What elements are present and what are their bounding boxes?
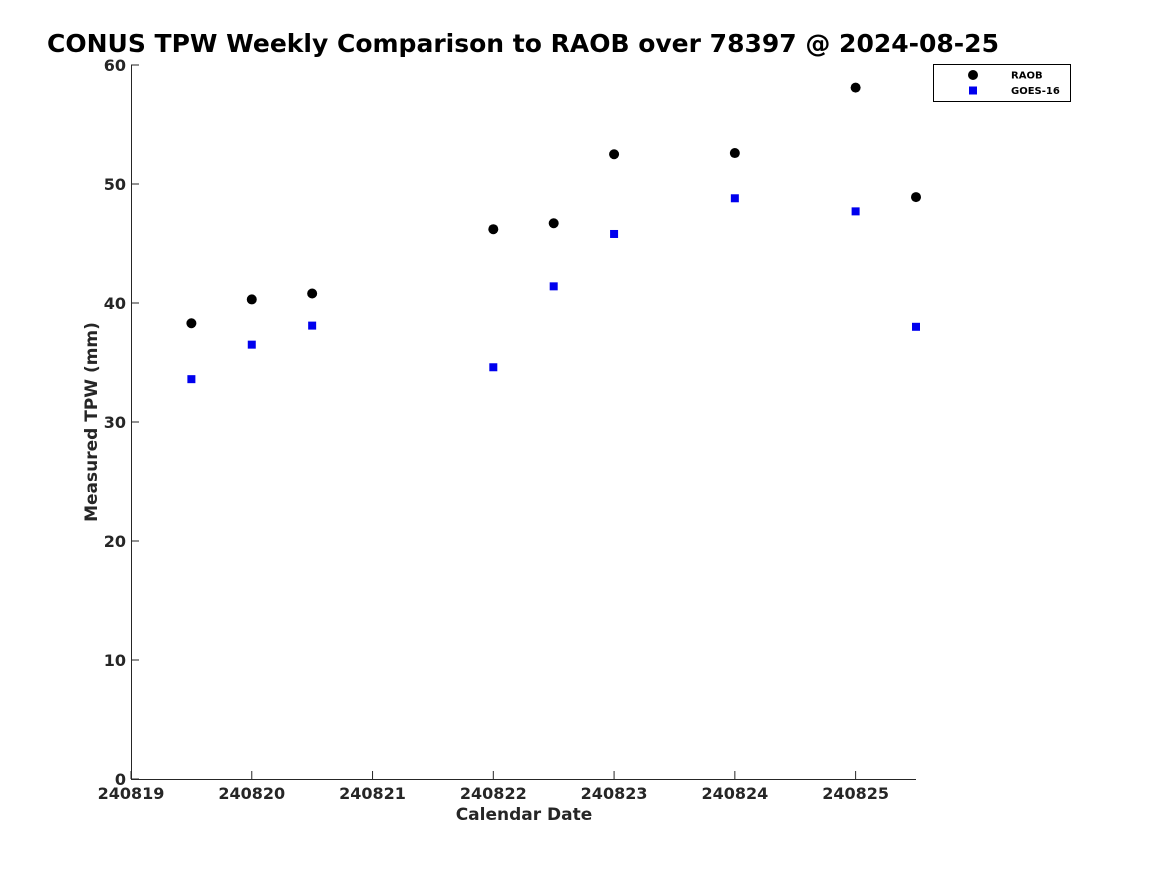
raob-point <box>729 148 740 159</box>
goes-16-point <box>247 340 256 349</box>
legend-box <box>933 64 1071 102</box>
goes-16-point <box>912 322 920 331</box>
y-tick-label: 0 <box>115 770 126 789</box>
data-points <box>186 82 921 384</box>
x-tick-label: 240821 <box>339 784 406 803</box>
y-tick-label: 40 <box>104 294 126 313</box>
x-axis-label: Calendar Date <box>456 805 593 825</box>
y-tick-label: 10 <box>104 651 126 670</box>
raob-point <box>609 149 620 160</box>
legend-label-goes-16: GOES-16 <box>1011 86 1060 97</box>
raob-point <box>488 224 499 235</box>
chart-title: CONUS TPW Weekly Comparison to RAOB over… <box>47 29 999 58</box>
x-tick-label: 240820 <box>218 784 285 803</box>
raob-point <box>186 318 197 329</box>
goes-16-point <box>549 282 558 291</box>
legend: RAOB GOES-16 <box>933 64 1071 102</box>
y-axis-label: Measured TPW (mm) <box>82 322 102 522</box>
goes-16-point <box>730 194 739 203</box>
legend-label-raob: RAOB <box>1011 71 1043 82</box>
raob-point <box>548 218 559 229</box>
y-tick-label: 50 <box>104 175 126 194</box>
goes-16-point <box>489 363 498 372</box>
goes-16-point <box>851 207 860 216</box>
x-tick-label: 240824 <box>701 784 768 803</box>
x-ticks: 240819 240820 240821 240822 240823 240824 2408… <box>98 771 889 803</box>
raob-point <box>850 82 861 93</box>
goes-16-point <box>187 375 196 384</box>
x-tick-label: 240823 <box>581 784 648 803</box>
raob-point <box>246 294 257 305</box>
x-tick-label: 240822 <box>460 784 527 803</box>
y-ticks: 0 10 20 30 40 50 60 <box>104 56 139 789</box>
y-tick-label: 30 <box>104 413 126 432</box>
goes-16-point <box>308 321 317 330</box>
y-tick-label: 60 <box>104 56 126 75</box>
raob-point <box>911 192 921 203</box>
y-tick-label: 20 <box>104 532 126 551</box>
legend-marker-goes-16 <box>969 86 977 95</box>
legend-marker-raob <box>968 70 978 80</box>
x-tick-label: 240825 <box>822 784 889 803</box>
x-tick-label: 240819 <box>98 784 165 803</box>
raob-point <box>307 288 318 299</box>
goes-16-point <box>610 229 619 238</box>
chart-axes <box>131 65 916 780</box>
